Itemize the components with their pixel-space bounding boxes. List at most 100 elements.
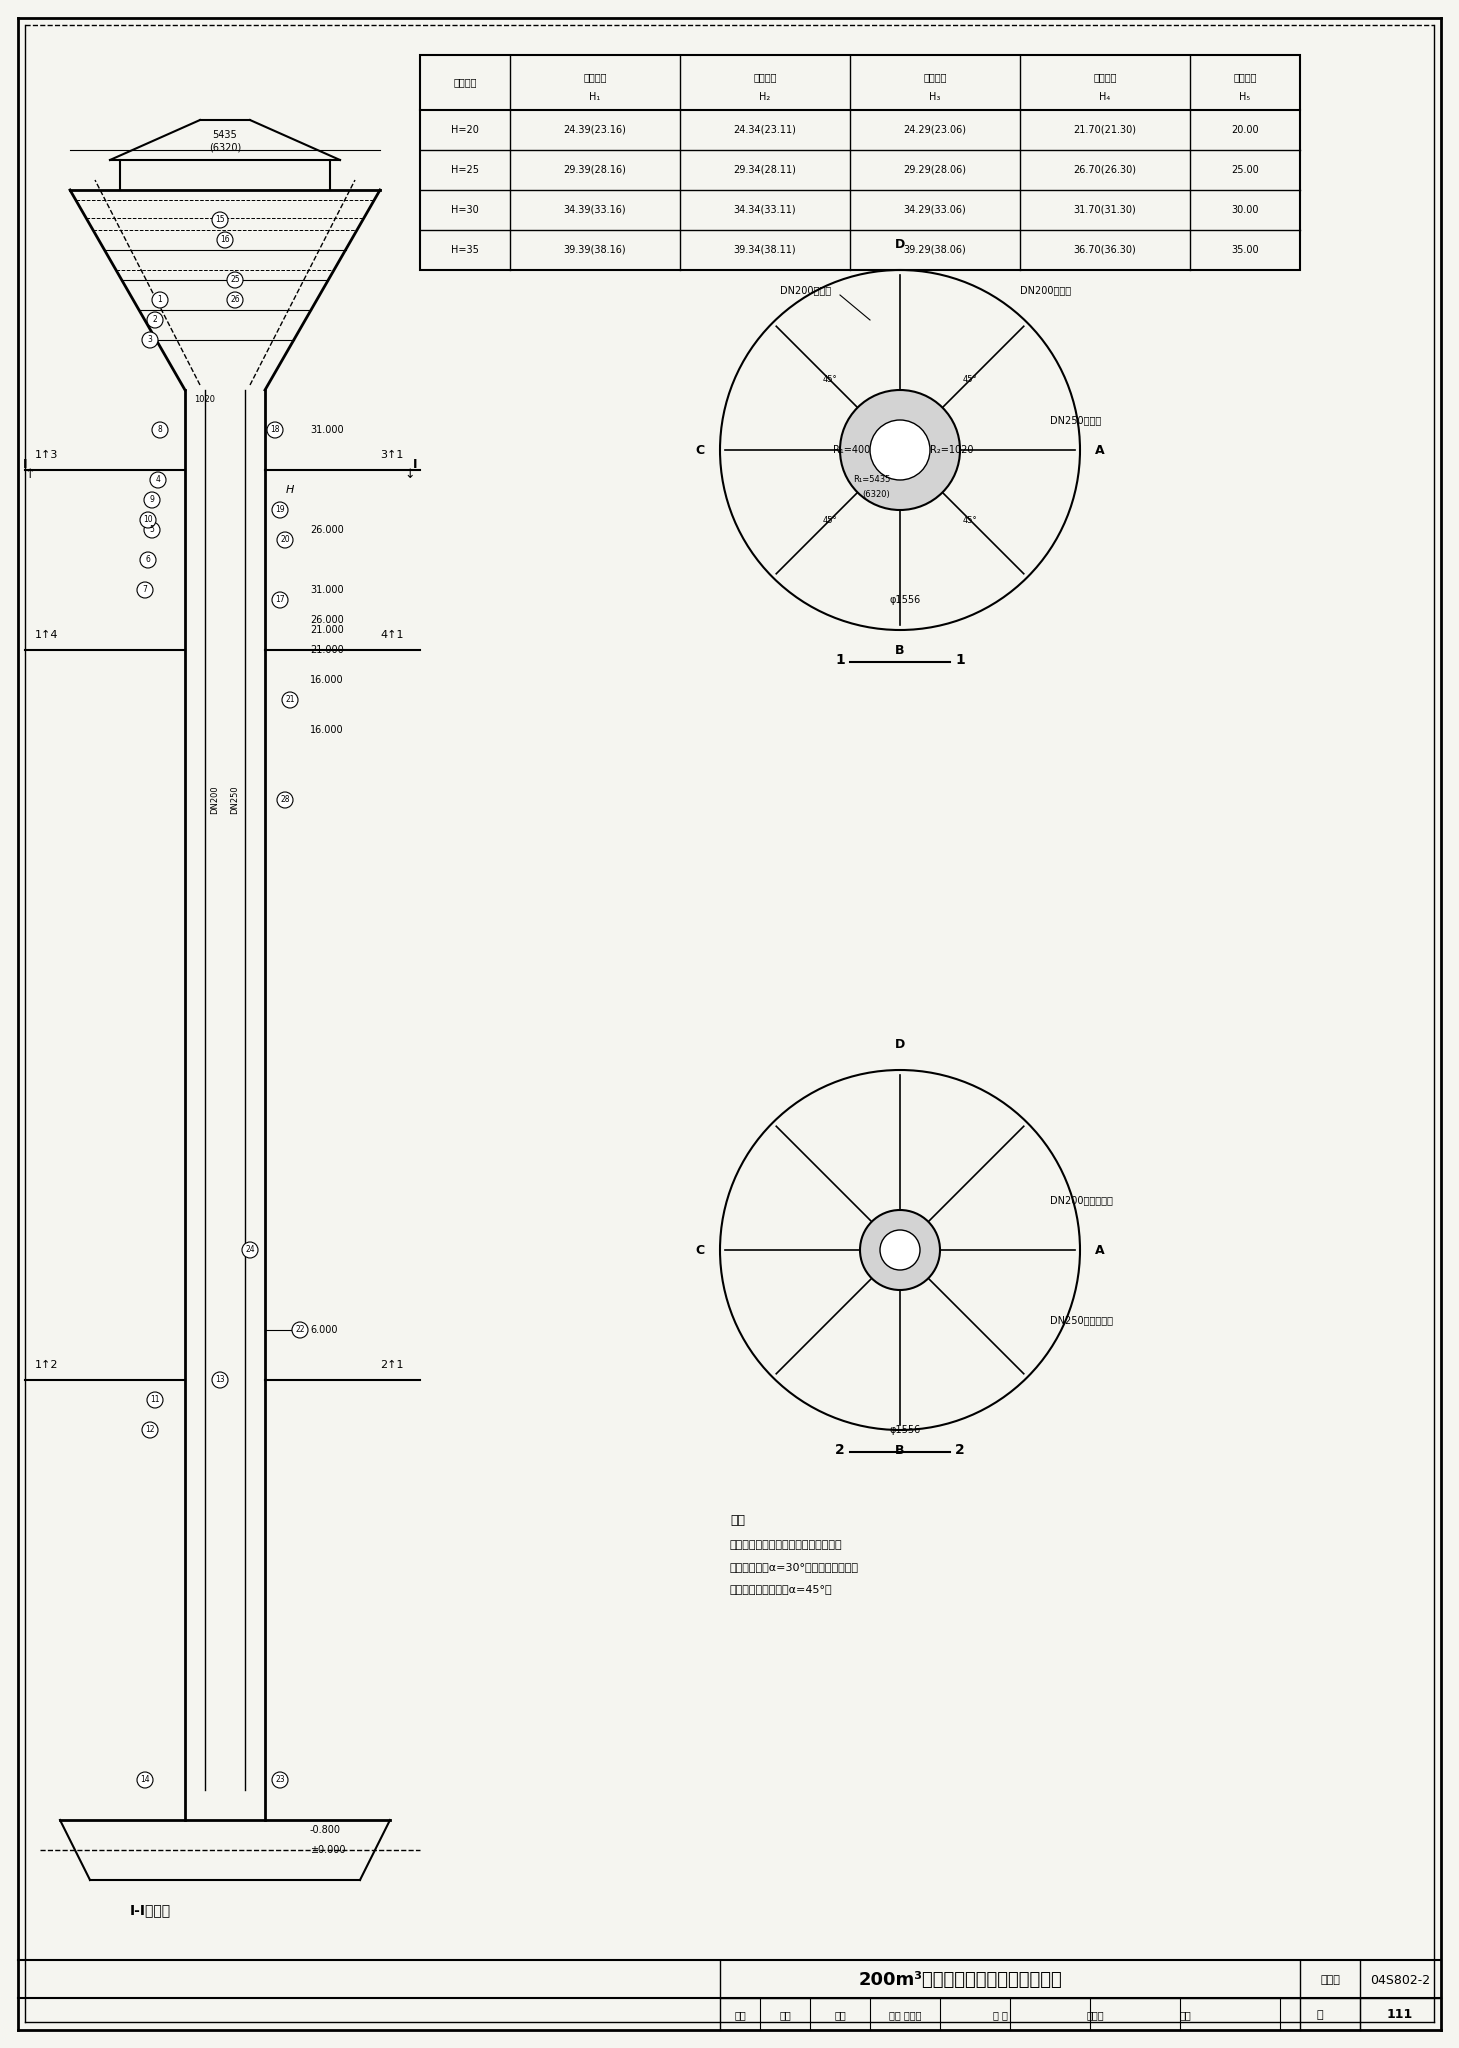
Circle shape [277,532,293,549]
Text: 9: 9 [150,496,155,504]
Text: C: C [696,444,705,457]
Text: 39.34(38.11): 39.34(38.11) [734,246,797,256]
Circle shape [142,1421,158,1438]
Text: 3: 3 [147,336,152,344]
Text: 审核: 审核 [734,2009,746,2019]
Text: 5: 5 [150,526,155,535]
Text: 4: 4 [156,475,160,485]
Text: 04S802-2: 04S802-2 [1370,1974,1430,1987]
Text: H₅: H₅ [1240,92,1250,102]
Text: R₂=1020: R₂=1020 [929,444,973,455]
Text: 11: 11 [150,1395,159,1405]
Text: H=35: H=35 [451,246,479,256]
Text: 39.29(38.06): 39.29(38.06) [903,246,966,256]
Circle shape [242,1241,258,1257]
Text: 7: 7 [143,586,147,594]
Text: 1: 1 [956,653,964,668]
Text: 25: 25 [231,276,239,285]
Text: 2↑1: 2↑1 [379,1360,404,1370]
Text: 页: 页 [1316,2009,1323,2019]
Circle shape [859,1210,940,1290]
Circle shape [277,793,293,809]
Text: 14: 14 [140,1776,150,1784]
Circle shape [137,1772,153,1788]
Text: 溢流水位: 溢流水位 [584,72,607,82]
Circle shape [292,1323,308,1337]
Text: 6.000: 6.000 [309,1325,337,1335]
Text: 29.34(28.11): 29.34(28.11) [734,166,797,174]
Text: 31.000: 31.000 [309,426,344,434]
Text: 35.00: 35.00 [1231,246,1259,256]
Text: 20: 20 [280,535,290,545]
Circle shape [271,592,287,608]
Text: 34.29(33.06): 34.29(33.06) [903,205,966,215]
Circle shape [271,1772,287,1788]
Text: 17: 17 [276,596,285,604]
Text: 设 计: 设 计 [992,2009,1007,2019]
Circle shape [152,422,168,438]
Text: 45°: 45° [963,516,978,524]
Text: 2: 2 [835,1444,845,1456]
Text: φ1556: φ1556 [890,596,921,604]
Text: 21.70(21.30): 21.70(21.30) [1074,125,1137,135]
Text: 24.39(23.16): 24.39(23.16) [563,125,626,135]
Text: 21.000: 21.000 [309,625,344,635]
Text: 30.00: 30.00 [1231,205,1259,215]
Text: H: H [286,485,295,496]
Text: (6320): (6320) [862,492,890,500]
Text: H₁: H₁ [589,92,601,102]
Text: 10: 10 [143,516,153,524]
Circle shape [228,293,244,307]
Text: 25.00: 25.00 [1231,166,1259,174]
Text: 34.39(33.16): 34.39(33.16) [563,205,626,215]
Text: 18: 18 [270,426,280,434]
Text: DN200进水管: DN200进水管 [1020,285,1071,295]
Text: DN250: DN250 [231,786,239,815]
Text: I: I [23,459,28,471]
Text: 12: 12 [146,1425,155,1434]
Text: 31.70(31.30): 31.70(31.30) [1074,205,1137,215]
Text: 1↑2: 1↑2 [35,1360,58,1370]
Text: 24.34(23.11): 24.34(23.11) [734,125,797,135]
Text: A: A [1096,1243,1104,1257]
Text: 2: 2 [153,315,158,324]
Text: 26.70(26.30): 26.70(26.30) [1074,166,1137,174]
Text: 24: 24 [245,1245,255,1255]
Circle shape [228,272,244,289]
Text: H₂: H₂ [759,92,770,102]
Text: 3↑1: 3↑1 [379,451,403,461]
Bar [420,55,1300,270]
Text: 21: 21 [286,696,295,705]
Text: 说明: 说明 [730,1513,746,1526]
Text: 1: 1 [158,295,162,305]
Circle shape [271,502,287,518]
Text: 锥壳水平倒角α=30°，括号外的适用于: 锥壳水平倒角α=30°，括号外的适用于 [730,1563,859,1573]
Circle shape [144,492,160,508]
Text: 26: 26 [231,295,239,305]
Text: DN200: DN200 [210,786,219,815]
Circle shape [870,420,929,479]
Circle shape [137,582,153,598]
Text: 开泵水位: 开泵水位 [1093,72,1116,82]
Text: 1↑3: 1↑3 [35,451,58,461]
Circle shape [212,213,228,227]
Text: 19: 19 [276,506,285,514]
Text: 才云: 才云 [835,2009,846,2019]
Text: 200m³水塔管道安装图（二管方案）: 200m³水塔管道安装图（二管方案） [858,1970,1062,1989]
Text: 111: 111 [1388,2009,1414,2021]
Circle shape [140,512,156,528]
Text: ±0.000: ±0.000 [309,1845,346,1855]
Text: H=20: H=20 [451,125,479,135]
Circle shape [147,311,163,328]
Text: H₄: H₄ [1100,92,1110,102]
Text: C: C [696,1243,705,1257]
Text: 1↑4: 1↑4 [35,631,58,639]
Text: 45°: 45° [963,375,978,385]
Text: -0.800: -0.800 [309,1825,341,1835]
Text: R₁=400: R₁=400 [833,444,870,455]
Circle shape [140,553,156,567]
Text: DN200出水管: DN200出水管 [781,285,832,295]
Circle shape [840,389,960,510]
Text: φ1556: φ1556 [890,1425,921,1436]
Text: 21.000: 21.000 [309,645,344,655]
